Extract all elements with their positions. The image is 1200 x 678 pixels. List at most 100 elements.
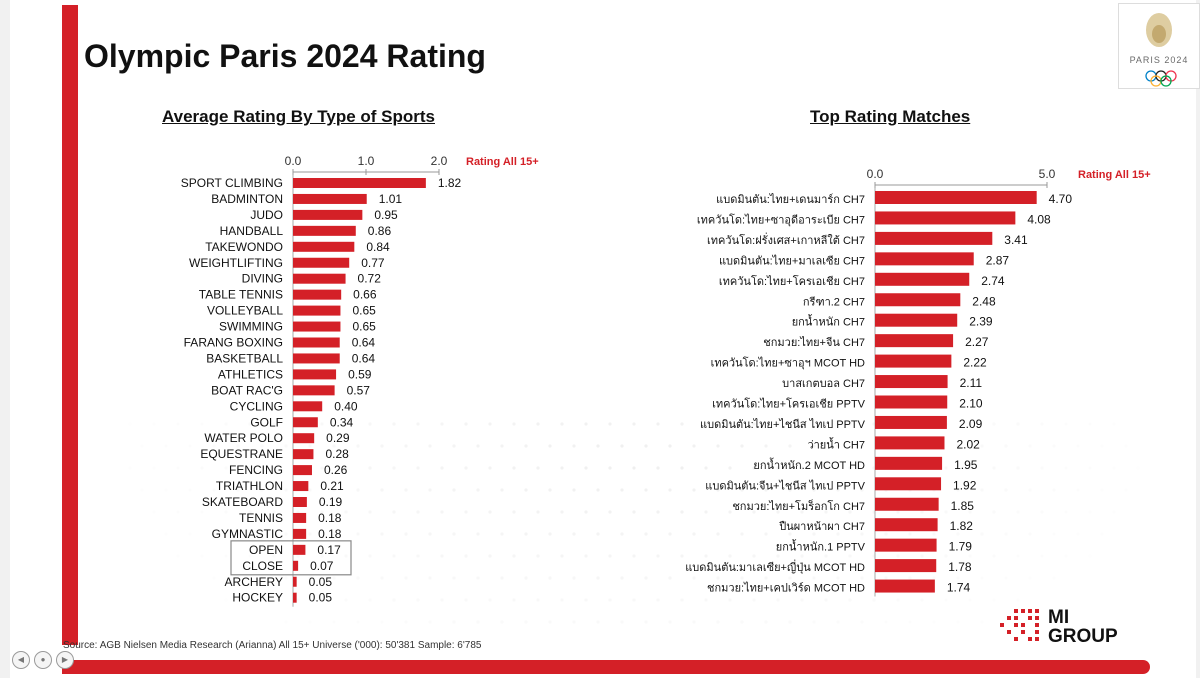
category-label: DIVING — [242, 272, 283, 286]
decor-dot — [584, 598, 588, 602]
decor-dot — [956, 444, 960, 448]
decor-dot — [812, 576, 816, 580]
bar — [875, 436, 945, 450]
bar — [875, 579, 935, 593]
decor-dot — [500, 488, 504, 492]
data-label: 0.72 — [358, 272, 382, 286]
bar — [293, 576, 297, 587]
category-label: ยกน้ำหนัก.2 MCOT HD — [753, 457, 865, 472]
decor-dot — [692, 532, 696, 536]
decor-dot — [488, 466, 492, 470]
decor-dot — [596, 444, 600, 448]
bar — [875, 395, 948, 409]
decor-dot — [128, 466, 131, 469]
bar — [293, 528, 307, 539]
category-label: JUDO — [250, 208, 283, 222]
decor-dot — [284, 444, 288, 448]
decor-dot — [896, 554, 900, 558]
category-label: ชกมวย:ไทย+จีน CH7 — [763, 336, 865, 349]
decor-dot — [596, 620, 600, 624]
decor-dot — [464, 422, 468, 426]
bar — [293, 560, 299, 571]
decor-dot — [632, 422, 636, 426]
decor-dot — [764, 444, 768, 448]
bar — [875, 375, 948, 389]
decor-dot — [680, 422, 684, 426]
decor-dot — [512, 422, 516, 426]
decor-dot — [332, 532, 336, 536]
bar — [293, 544, 306, 555]
decor-dot — [344, 422, 348, 426]
decor-dot — [728, 554, 732, 558]
decor-dot — [272, 510, 276, 514]
decor-dot — [356, 444, 360, 448]
decor-dot — [188, 444, 192, 448]
bar — [875, 191, 1037, 204]
decor-dot — [800, 510, 804, 514]
decor-dot — [416, 466, 420, 470]
decor-dot — [332, 576, 336, 580]
category-label: OPEN — [249, 543, 283, 557]
decor-dot — [824, 422, 828, 426]
decor-dot — [644, 532, 648, 536]
data-label: 0.18 — [318, 511, 342, 525]
decor-dot — [344, 510, 348, 514]
data-label: 2.09 — [959, 417, 983, 431]
decor-dot — [308, 620, 312, 624]
category-label: BOAT RAC'G — [211, 383, 283, 397]
decor-dot — [392, 466, 396, 470]
decor-dot — [332, 620, 336, 624]
decor-dot — [872, 598, 876, 602]
decor-dot — [1088, 466, 1092, 470]
decor-dot — [440, 598, 444, 602]
decor-dot — [260, 532, 264, 536]
bar — [293, 449, 314, 460]
bar — [875, 231, 993, 245]
decor-dot — [140, 444, 143, 447]
decor-dot — [536, 510, 540, 514]
decor-dot — [1004, 444, 1008, 448]
source-note: Source: AGB Nielsen Media Research (Aria… — [63, 640, 482, 651]
decor-dot — [704, 510, 708, 514]
decor-dot — [848, 554, 852, 558]
decor-dot — [740, 620, 744, 624]
bar — [875, 293, 961, 307]
decor-dot — [560, 422, 564, 426]
data-label: 0.65 — [352, 320, 376, 334]
decor-dot — [1028, 532, 1032, 536]
decor-dot — [260, 444, 264, 448]
prev-slide-icon[interactable]: ◀ — [12, 651, 30, 669]
decor-dot — [668, 576, 672, 580]
decor-dot — [632, 510, 636, 514]
decor-dot — [320, 466, 324, 470]
decor-dot — [464, 598, 468, 602]
decor-dot — [920, 510, 924, 514]
category-label: BADMINTON — [211, 192, 283, 206]
decor-dot — [524, 488, 528, 492]
decor-dot — [440, 422, 444, 426]
decor-dot — [476, 620, 480, 624]
decor-dot — [608, 598, 612, 602]
decor-dot — [476, 576, 480, 580]
decor-dot — [884, 532, 888, 536]
decor-dot — [728, 510, 732, 514]
x-tick-label: 5.0 — [1039, 167, 1056, 181]
decor-dot — [308, 532, 312, 536]
next-slide-icon[interactable]: ▶ — [56, 651, 74, 669]
decor-dot — [824, 510, 828, 514]
decor-dot — [224, 466, 228, 470]
decor-dot — [740, 488, 744, 492]
decor-dot — [500, 620, 504, 624]
decor-dot — [320, 510, 324, 514]
slide-menu-icon[interactable]: ● — [34, 651, 52, 669]
decor-dot — [656, 598, 660, 602]
bar — [293, 369, 337, 380]
decor-dot — [1040, 510, 1044, 514]
decor-dot — [200, 510, 204, 514]
decor-dot — [536, 554, 540, 558]
decor-dot — [656, 510, 660, 514]
category-label: VOLLEYBALL — [207, 304, 283, 318]
decor-dot — [140, 488, 143, 491]
decor-dot — [344, 598, 348, 602]
decor-dot — [512, 466, 516, 470]
